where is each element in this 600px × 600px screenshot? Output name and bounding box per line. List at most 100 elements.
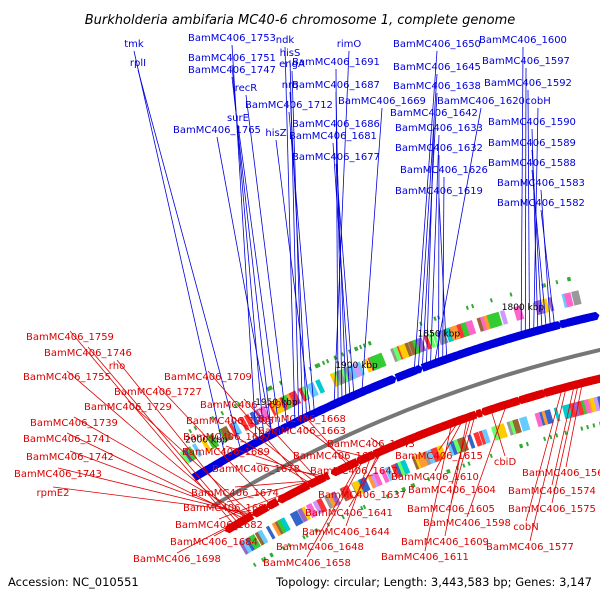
- forward-connector-line: [245, 94, 288, 427]
- feature-block: [315, 379, 326, 394]
- block-shape: [394, 490, 399, 495]
- reverse-connector-line: [176, 487, 304, 554]
- forward-connector-line: [531, 149, 543, 330]
- block-shape: [268, 402, 278, 417]
- block-shape: [211, 415, 215, 421]
- forward-gene-label: recR: [235, 83, 258, 94]
- forward-gene-label: BamMC406_1633: [395, 123, 483, 134]
- block-shape: [430, 446, 442, 463]
- forward-gene-label: BamMC406_1582: [497, 198, 585, 209]
- backbone-arc: [212, 347, 600, 508]
- reverse-gene-label: BamMC406_1684: [170, 537, 258, 548]
- feature-block: [549, 434, 553, 440]
- feature-block: [193, 425, 198, 431]
- forward-gene-label: rimO: [337, 39, 362, 50]
- reverse-connector-line: [424, 423, 453, 552]
- forward-gene-label: BamMC406_1589: [488, 138, 576, 149]
- feature-block: [268, 402, 278, 417]
- feature-block: [426, 476, 431, 482]
- block-shape: [315, 379, 326, 394]
- feature-block: [446, 469, 450, 474]
- feature-block: [543, 436, 547, 442]
- feature-block: [473, 431, 483, 447]
- reverse-connector-line: [73, 416, 250, 518]
- feature-block: [269, 385, 273, 390]
- feature-block: [321, 360, 326, 366]
- forward-gene-label: BamMC406_1753: [188, 33, 276, 44]
- feature-block: [586, 424, 590, 430]
- reverse-gene-label: BamMC406_1604: [408, 485, 496, 496]
- block-shape: [404, 342, 413, 357]
- feature-block: [467, 461, 471, 466]
- block-shape: [316, 497, 328, 513]
- feature-block: [297, 507, 310, 523]
- block-shape: [571, 290, 582, 306]
- block-shape: [465, 320, 477, 336]
- reverse-gene-label: BamMC406_1641: [305, 508, 393, 519]
- feature-block: [330, 491, 341, 506]
- feature-block: [287, 542, 292, 548]
- block-shape: [325, 358, 330, 364]
- reverse-connector-line: [466, 404, 507, 518]
- reverse-gene-arrow: [367, 450, 376, 460]
- feature-block: [220, 425, 234, 442]
- feature-block: [289, 512, 301, 527]
- reverse-gene-arrow: [259, 503, 270, 514]
- feature-block: [422, 450, 432, 466]
- feature-block: [323, 495, 334, 510]
- block-shape: [564, 430, 568, 436]
- forward-connector-line: [231, 76, 273, 435]
- block-shape: [586, 424, 590, 430]
- forward-gene-label: BamMC406_1650: [393, 39, 481, 50]
- feature-block: [326, 522, 331, 527]
- reverse-gene-label: BamMC406_1742: [26, 452, 114, 463]
- feature-block: [580, 426, 584, 431]
- block-shape: [220, 425, 234, 442]
- reverse-gene-label: rpmE2: [37, 488, 70, 499]
- forward-gene-label: nrq: [282, 80, 299, 91]
- feature-block: [373, 471, 383, 487]
- block-shape: [270, 399, 284, 416]
- feature-block: [261, 557, 265, 563]
- reverse-labels: BamMC406_1759BamMC406_1746rhoBamMC406_17…: [14, 332, 600, 569]
- arrow-shape: [280, 423, 290, 433]
- forward-gene-label: BamMC406_1619: [395, 186, 483, 197]
- forward-connector-line: [442, 176, 445, 361]
- block-shape: [314, 528, 318, 534]
- reverse-connector-line: [218, 481, 315, 520]
- feature-block: [292, 510, 304, 525]
- feature-block: [377, 352, 387, 367]
- forward-gene-label: tmk: [124, 39, 144, 50]
- feature-block: [568, 276, 572, 282]
- feature-block: [267, 386, 272, 391]
- accession-text: Accession: NC_010551: [8, 575, 139, 589]
- feature-block: [358, 477, 371, 493]
- feature-block: [351, 479, 365, 496]
- forward-connector-line: [133, 50, 227, 460]
- block-shape: [263, 556, 267, 562]
- block-shape: [305, 533, 309, 538]
- forward-gene-label: BamMC406_1681: [289, 131, 377, 142]
- feature-block: [416, 451, 429, 468]
- feature-block: [432, 332, 440, 347]
- reverse-gene-label: cbiD: [494, 457, 517, 468]
- feature-block: [263, 556, 267, 562]
- forward-gene-label: BamMC406_1645: [393, 62, 481, 73]
- feature-block: [564, 430, 568, 436]
- reverse-gene-label: BamMC406_1574: [508, 486, 596, 497]
- feature-block: [563, 292, 574, 308]
- block-shape: [467, 434, 476, 449]
- forward-gene-arrow: [589, 311, 600, 322]
- forward-connector-line: [524, 67, 527, 335]
- reverse-gene-label: BamMC406_1739: [30, 418, 118, 429]
- feature-block: [460, 321, 472, 338]
- feature-block: [247, 534, 261, 550]
- arrow-shape: [466, 410, 478, 421]
- feature-block: [541, 410, 549, 426]
- feature-block: [370, 473, 380, 488]
- forward-connector-line: [430, 134, 440, 365]
- reverse-gene-arrow: [533, 389, 546, 400]
- reverse-gene-label: BamMC406_1668: [258, 414, 346, 425]
- block-shape: [412, 482, 416, 488]
